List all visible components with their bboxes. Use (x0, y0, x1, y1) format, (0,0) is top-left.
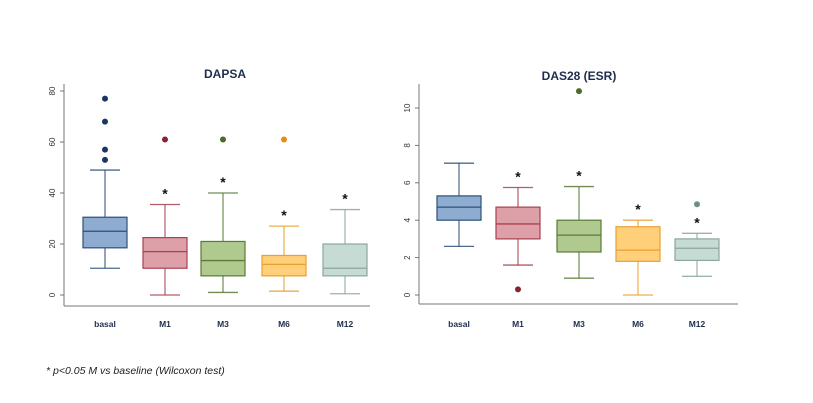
x-category-label: M3 (573, 319, 585, 329)
box-M12: * (674, 201, 720, 277)
box-M1: * (495, 168, 541, 293)
outlier-point (102, 95, 108, 102)
box-M3: * (200, 136, 246, 294)
chart-title: DAS28 (ESR) (542, 69, 617, 83)
x-category-label: M1 (159, 319, 171, 329)
significance-marker: * (162, 185, 168, 201)
box-M6: * (615, 201, 661, 296)
box-M12: * (322, 191, 368, 295)
x-category-label: M12 (337, 319, 354, 329)
y-tick-label: 4 (403, 217, 412, 222)
y-tick-label: 8 (403, 143, 412, 148)
significance-marker: * (281, 207, 287, 223)
significance-marker: * (220, 174, 226, 190)
iqr-box (82, 216, 128, 249)
iqr-box (615, 226, 661, 262)
iqr-box (261, 254, 307, 277)
iqr-box (674, 238, 720, 262)
x-category-label: M6 (278, 319, 290, 329)
box-M6: * (261, 136, 307, 292)
y-tick-label: 60 (48, 137, 57, 146)
y-tick-label: 10 (403, 103, 412, 112)
x-category-label: M12 (689, 319, 706, 329)
outlier-point (515, 286, 521, 293)
outlier-point (220, 136, 226, 143)
box-basal (436, 162, 482, 248)
significance-marker: * (342, 191, 348, 207)
outlier-point (162, 136, 168, 143)
chart-panel-1: DAS28 (ESR) 0 2 4 6 8 10 basal * M1 * M3 * M6 * M12 (403, 69, 738, 329)
x-category-label: basal (448, 319, 470, 329)
outlier-point (102, 118, 108, 125)
x-category-label: M6 (632, 319, 644, 329)
x-category-label: basal (94, 319, 116, 329)
iqr-box (556, 219, 602, 253)
chart-title: DAPSA (204, 67, 246, 81)
x-category-label: M3 (217, 319, 229, 329)
box-M3: * (556, 88, 602, 279)
iqr-box (200, 240, 246, 277)
chart-panel-0: DAPSA 0 20 40 60 80 basal * M1 * M3 * M6 * M12 (48, 67, 370, 329)
significance-marker: * (515, 168, 521, 184)
outlier-point (102, 156, 108, 163)
x-category-label: M1 (512, 319, 524, 329)
y-tick-label: 40 (48, 188, 57, 197)
outlier-point (102, 146, 108, 153)
y-tick-label: 0 (403, 292, 412, 297)
significance-marker: * (694, 214, 700, 230)
footnote: * p<0.05 M vs baseline (Wilcoxon test) (46, 365, 225, 377)
y-tick-label: 6 (403, 180, 412, 185)
iqr-box (495, 206, 541, 240)
iqr-box (322, 243, 368, 277)
y-tick-label: 0 (48, 292, 57, 297)
iqr-box (142, 237, 188, 269)
box-basal (82, 95, 128, 269)
y-tick-label: 2 (403, 255, 412, 260)
box-M1: * (142, 136, 188, 296)
significance-marker: * (635, 201, 641, 217)
outlier-point (576, 88, 582, 95)
outlier-point (694, 201, 700, 208)
y-tick-label: 80 (48, 86, 57, 95)
iqr-box (436, 195, 482, 221)
significance-marker: * (576, 168, 582, 184)
outlier-point (281, 136, 287, 143)
y-tick-label: 20 (48, 239, 57, 248)
